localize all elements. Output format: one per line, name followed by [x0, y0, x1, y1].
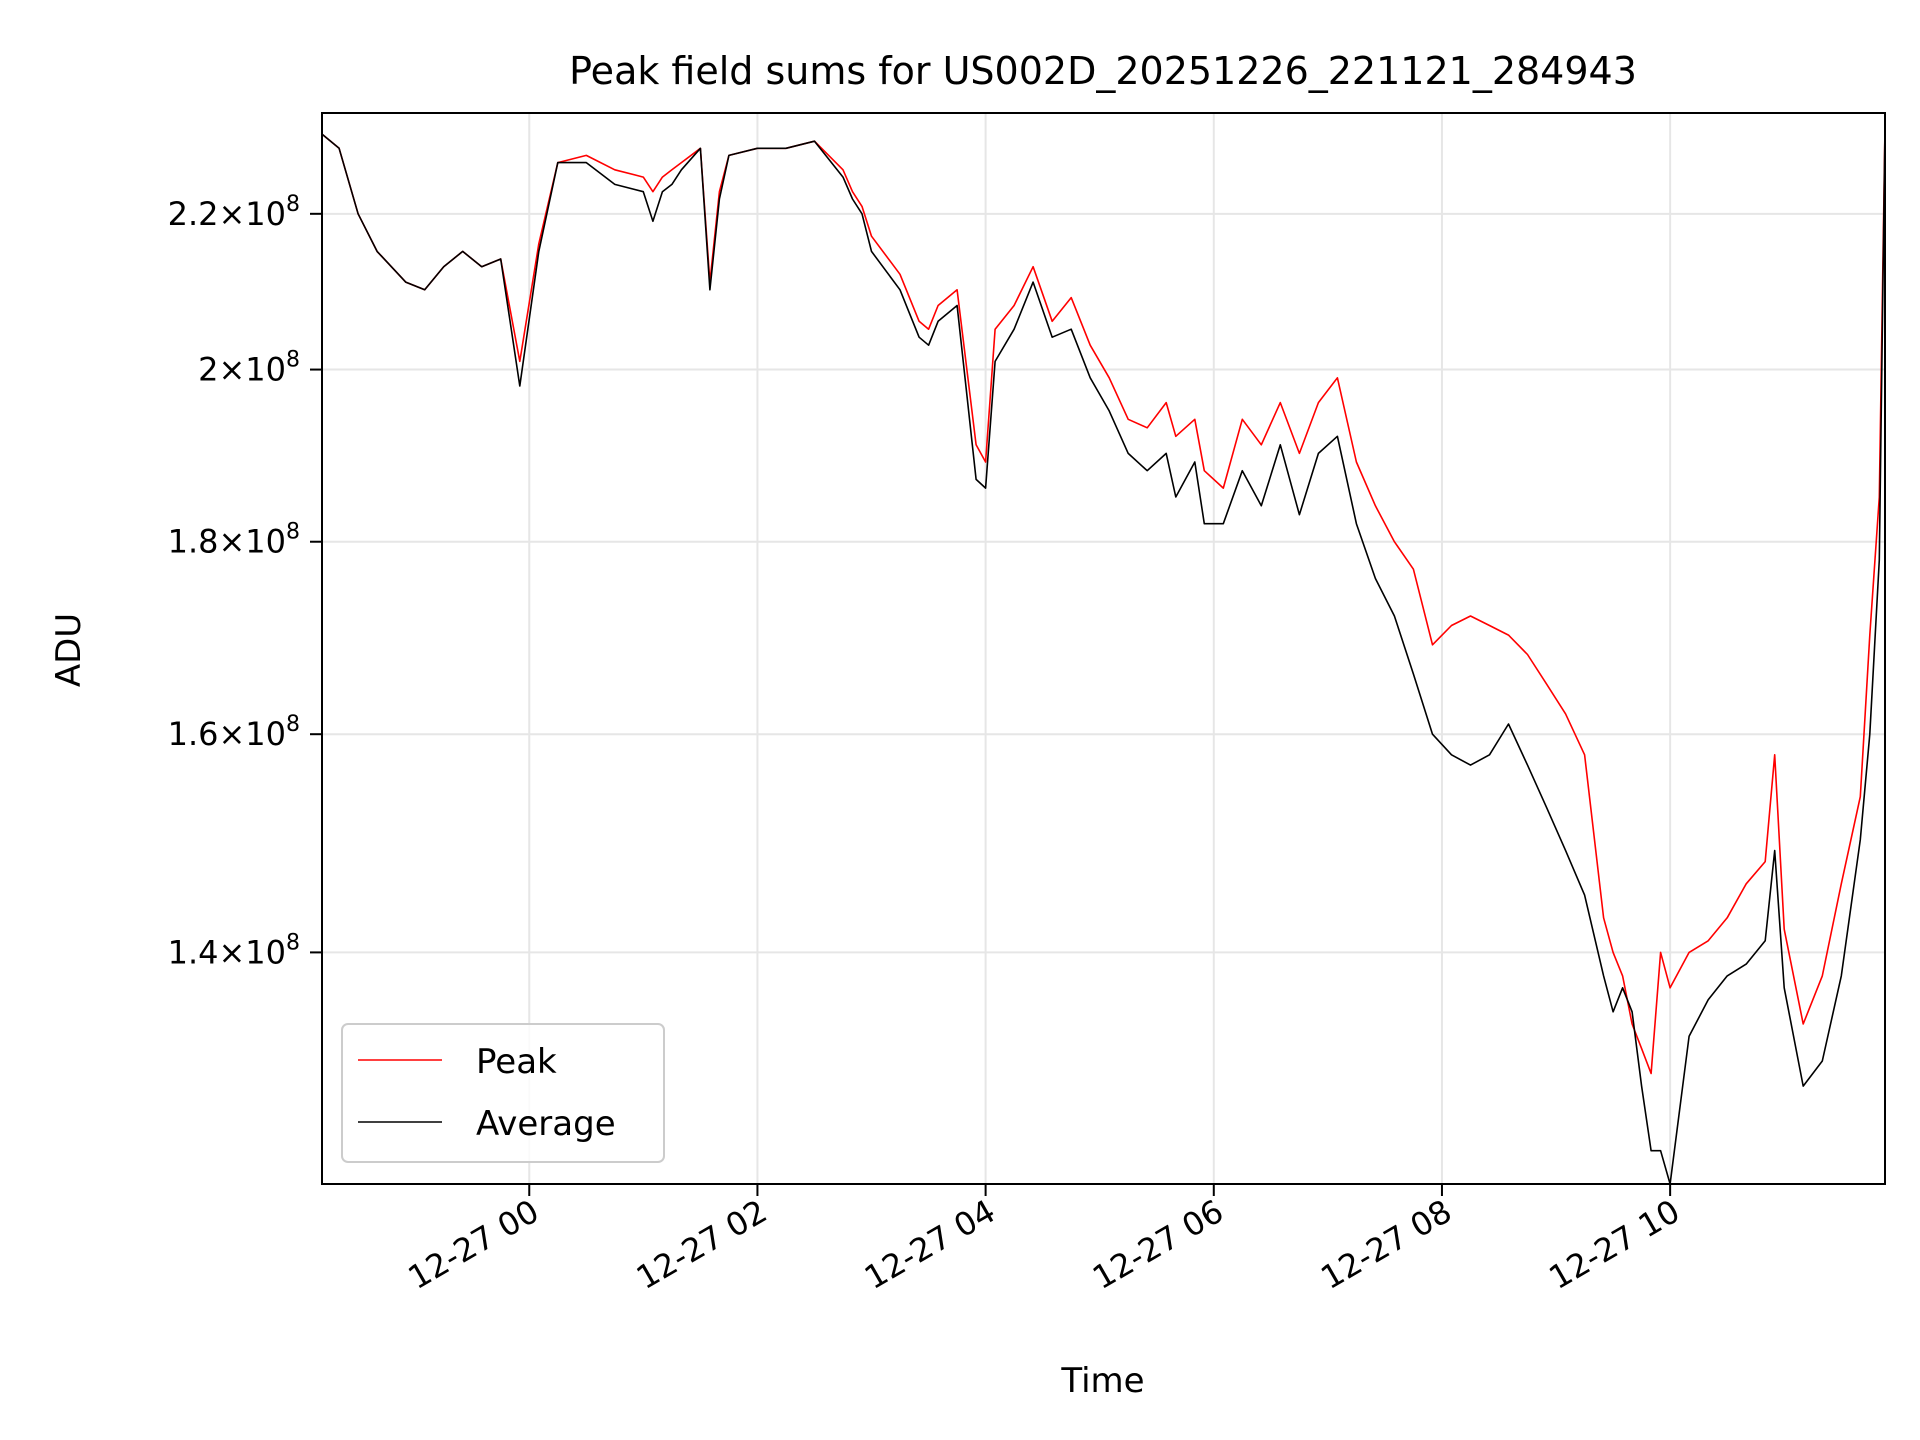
plot-area — [321, 112, 1886, 1185]
y-tick-label-4: 2.2×108 — [168, 192, 300, 233]
legend-box — [341, 1023, 665, 1163]
y-tick-label-2: 1.8×108 — [168, 520, 300, 561]
legend: Peak Average — [341, 1023, 665, 1163]
y-axis-label: ADU — [49, 613, 89, 687]
y-tick-label-3: 2×108 — [198, 348, 300, 389]
series-layer — [321, 126, 1886, 1185]
y-tick-label-0: 1.4×108 — [168, 930, 300, 971]
legend-label-peak: Peak — [476, 1042, 557, 1082]
y-tick-label-1: 1.6×108 — [168, 712, 300, 753]
series-line-average — [321, 126, 1886, 1185]
series-line-peak — [321, 126, 1886, 1075]
legend-label-average: Average — [476, 1104, 616, 1144]
plot-frame — [321, 112, 1886, 1185]
chart-title: Peak field sums for US002D_20251226_2211… — [569, 49, 1637, 93]
y-axis: 1.4×108 1.6×108 1.8×108 2×108 2.2×108 — [168, 192, 322, 971]
x-axis-label: Time — [1060, 1361, 1144, 1401]
